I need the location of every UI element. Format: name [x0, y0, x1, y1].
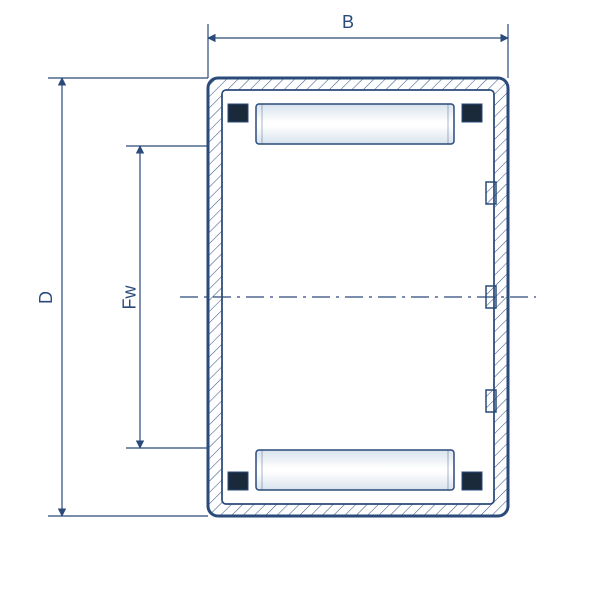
dim-label-Fw: Fw: [120, 286, 141, 310]
cross-section-svg: [0, 0, 600, 600]
dim-label-B: B: [342, 12, 354, 33]
dim-label-D: D: [36, 291, 57, 304]
diagram-canvas: [0, 0, 600, 600]
